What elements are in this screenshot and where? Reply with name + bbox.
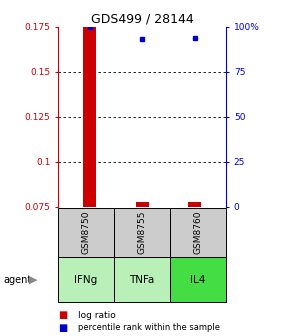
Text: ■: ■ xyxy=(58,310,67,320)
Text: GSM8760: GSM8760 xyxy=(194,211,203,254)
Bar xyxy=(83,27,96,207)
Text: percentile rank within the sample: percentile rank within the sample xyxy=(78,323,220,332)
Text: IFNg: IFNg xyxy=(75,275,98,285)
Bar xyxy=(188,202,201,207)
Text: TNFa: TNFa xyxy=(129,275,155,285)
Text: ■: ■ xyxy=(58,323,67,333)
Text: GSM8750: GSM8750 xyxy=(81,211,90,254)
Text: GSM8755: GSM8755 xyxy=(137,211,147,254)
Title: GDS499 / 28144: GDS499 / 28144 xyxy=(91,13,193,26)
Text: ▶: ▶ xyxy=(29,275,38,285)
Bar xyxy=(135,202,149,207)
Text: log ratio: log ratio xyxy=(78,311,116,320)
Text: agent: agent xyxy=(3,275,31,285)
Text: IL4: IL4 xyxy=(191,275,206,285)
